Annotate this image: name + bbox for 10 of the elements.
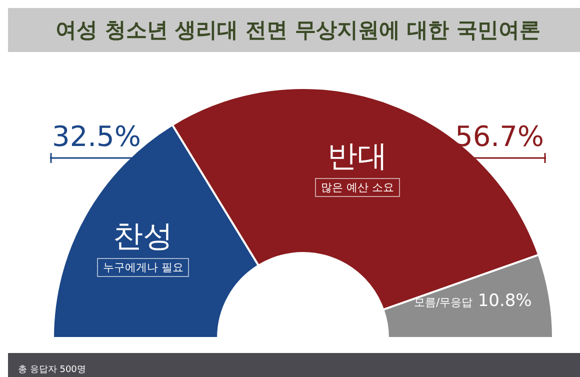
chart-title: 여성 청소년 생리대 전면 무상지원에 대한 국민여론 [8, 8, 580, 52]
text: 누구에게나 필요 [96, 258, 190, 278]
data-label: 56.7% [454, 120, 545, 153]
slice-label: 모름/무응답 [414, 296, 473, 310]
text: 많은 예산 소요 [314, 178, 400, 197]
data-label: 32.5% [51, 120, 142, 153]
slice-label: 찬성 [112, 218, 174, 256]
slice-label: 반대 [326, 138, 388, 176]
data-label: 10.8% [478, 291, 532, 312]
text: 총 응답자 500명 [18, 364, 86, 376]
